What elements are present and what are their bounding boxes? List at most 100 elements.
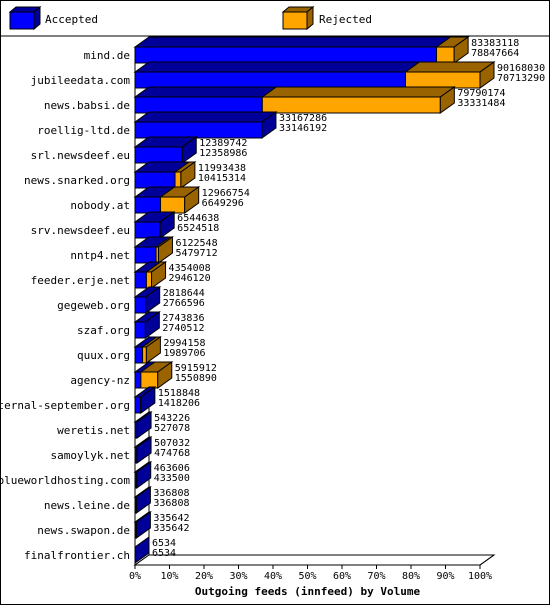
floor <box>133 554 496 566</box>
bar-accepted <box>134 446 138 464</box>
category-label: eternal-september.org <box>0 399 130 412</box>
accepted-value-label: 1989706 <box>163 348 205 359</box>
category-label: szaf.org <box>77 324 130 337</box>
accepted-value-label: 6534 <box>152 548 176 559</box>
bar-side <box>439 86 455 114</box>
x-tick-label: 30% <box>229 571 247 582</box>
offered-value-label: 11993438 <box>198 163 246 174</box>
bar-side <box>134 536 150 564</box>
accepted-value-label: 335642 <box>153 523 189 534</box>
offered-value-label: 90168030 <box>497 63 545 74</box>
category-label: finalfrontier.ch <box>24 549 130 562</box>
category-label: news.swapon.de <box>37 524 130 537</box>
accepted-value-label: 78847664 <box>471 48 519 59</box>
bar-side <box>145 286 161 314</box>
offered-value-label: 79790174 <box>457 88 505 99</box>
chart-title: Outgoing feeds (innfeed) by Volume <box>195 585 421 598</box>
bar-side <box>159 211 175 239</box>
bar-rejected <box>404 71 481 89</box>
legend-rejected-swatch-front <box>282 11 308 30</box>
bar-accepted <box>134 196 162 214</box>
offered-value-label: 4354008 <box>169 263 211 274</box>
offered-value-label: 2818644 <box>163 288 205 299</box>
category-label: nntp4.net <box>70 249 130 262</box>
bar-accepted <box>134 271 147 289</box>
bar-accepted <box>134 296 147 314</box>
floor-edge <box>479 554 495 566</box>
bar-side <box>136 411 152 439</box>
category-label: roellig-ltd.de <box>37 124 130 137</box>
bar-rejected <box>142 346 147 364</box>
bar-side <box>157 236 173 264</box>
accepted-value-label: 5479712 <box>175 248 217 259</box>
bar-rejected <box>145 271 153 289</box>
offered-value-label: 6122548 <box>175 238 217 249</box>
offered-value-label: 12389742 <box>199 138 247 149</box>
bar-rejected <box>174 171 182 189</box>
bar-accepted <box>134 46 438 64</box>
bar-accepted <box>134 396 142 414</box>
x-tick-label: 90% <box>436 571 454 582</box>
x-tick-label: 50% <box>298 571 316 582</box>
x-tick-label: 60% <box>333 571 351 582</box>
offered-value-label: 335642 <box>153 513 189 524</box>
bar-accepted-top <box>133 36 453 48</box>
category-label: srv.newsdeef.eu <box>31 224 130 237</box>
offered-value-label: 336808 <box>153 488 189 499</box>
accepted-value-label: 6649296 <box>202 198 244 209</box>
offered-value-label: 1518848 <box>158 388 200 399</box>
bar-accepted <box>134 171 176 189</box>
accepted-value-label: 336808 <box>153 498 189 509</box>
bar-rejected <box>160 196 186 214</box>
offered-value-label: 543226 <box>154 413 190 424</box>
bar-accepted <box>134 221 161 239</box>
bar-side <box>261 111 277 139</box>
accepted-value-label: 474768 <box>154 448 190 459</box>
accepted-value-label: 70713290 <box>497 73 545 84</box>
bar-rejected-top <box>260 86 456 98</box>
bar-side <box>180 161 196 189</box>
accepted-value-label: 12358986 <box>199 148 247 159</box>
x-tick-label: 70% <box>367 571 385 582</box>
accepted-value-label: 6524518 <box>177 223 219 234</box>
bar-accepted <box>134 146 183 164</box>
category-label: quux.org <box>77 349 130 362</box>
accepted-value-label: 33331484 <box>457 98 505 109</box>
offered-value-label: 463606 <box>154 463 190 474</box>
offered-value-label: 2994158 <box>163 338 205 349</box>
category-label: mind.de <box>84 49 130 62</box>
category-label: blueworldhosting.com <box>0 474 130 487</box>
bar-side <box>184 186 200 214</box>
legend-accepted-swatch-front <box>9 11 35 30</box>
bar-side <box>136 461 152 489</box>
bar-side <box>453 36 469 64</box>
category-label: feeder.erje.net <box>31 274 130 287</box>
bar-accepted <box>134 121 263 139</box>
bar-side <box>479 61 495 89</box>
accepted-value-label: 1550890 <box>175 373 217 384</box>
accepted-value-label: 2946120 <box>169 273 211 284</box>
offered-value-label: 33167286 <box>279 113 327 124</box>
category-label: agency-nz <box>70 374 130 387</box>
bar-side <box>136 436 152 464</box>
bar-accepted-top <box>133 86 278 98</box>
offered-value-label: 6534 <box>152 538 176 549</box>
bar-side <box>181 136 197 164</box>
bar-accepted <box>134 371 142 389</box>
bar-accepted <box>134 346 144 364</box>
bar-accepted <box>134 71 406 89</box>
x-tick-label: 10% <box>160 571 178 582</box>
category-label: weretis.net <box>57 424 130 437</box>
offered-value-label: 507032 <box>154 438 190 449</box>
accepted-value-label: 33146192 <box>279 123 327 134</box>
x-tick-label: 80% <box>402 571 420 582</box>
category-label: gegeweb.org <box>57 299 130 312</box>
bar-rejected-top <box>403 61 496 73</box>
accepted-value-label: 433500 <box>154 473 190 484</box>
x-tick-label: 20% <box>195 571 213 582</box>
bar-rejected <box>261 96 441 114</box>
x-tick-label: 100% <box>468 571 492 582</box>
bar-side <box>144 311 160 339</box>
x-tick-label: 40% <box>264 571 282 582</box>
